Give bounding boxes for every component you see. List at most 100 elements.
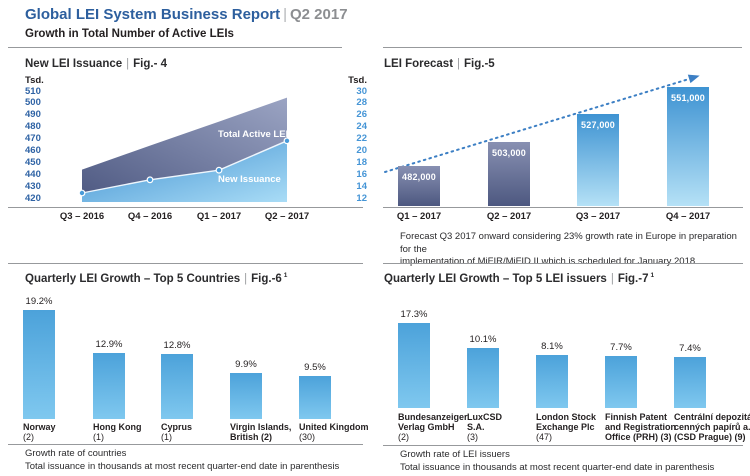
fig4-y-tick-right: 16 — [356, 168, 367, 180]
fig6-title-pipe: | — [244, 272, 248, 285]
fig7-label-divider — [383, 445, 743, 446]
forecast-bar: 503,000 — [488, 141, 530, 206]
fig6-bar — [230, 373, 262, 419]
new-issuance-area — [82, 140, 287, 202]
fig6-value-label: 12.8% — [163, 339, 191, 351]
fig4-y-tick-right: 20 — [356, 145, 367, 156]
fig6-value-label: 19.2% — [25, 296, 53, 307]
fig6-value-label: 12.9% — [95, 338, 123, 350]
fig7-category-label: London Stock Exchange Plc (47) — [536, 412, 628, 442]
data-point-marker — [78, 189, 86, 197]
fig7-category-count: (47) — [536, 432, 553, 442]
fig6-category-count: (1) — [93, 432, 104, 442]
fig7-bar — [605, 356, 637, 408]
fig6-bar — [23, 310, 55, 419]
section-divider-left — [8, 263, 363, 264]
fig4-y-unit-right: Tsd. — [348, 75, 367, 86]
data-point-marker — [146, 176, 154, 184]
fig6-value-label: 9.5% — [304, 362, 326, 373]
header-divider-right — [383, 47, 742, 48]
fig7-fig-label: Fig.-7 — [617, 272, 649, 285]
bar-value-label: 527,000 — [581, 120, 615, 131]
fig5-x-label: Q3 – 2017 — [575, 211, 621, 222]
fig6-bar — [161, 353, 193, 419]
fig7-bar — [398, 323, 430, 408]
fig4-y-tick-left: 420 — [25, 192, 41, 204]
fig6-title-text: Quarterly LEI Growth – Top 5 Countries — [25, 272, 241, 285]
fig4-y-tick-right: 24 — [356, 121, 367, 133]
trend-dotted-line — [384, 78, 690, 173]
fig5-footnote: Forecast Q3 2017 onward considering 23% … — [400, 231, 737, 267]
bar-value-label: 482,000 — [402, 171, 436, 182]
fig7-footnote: Growth rate of LEI issuers Total issuanc… — [400, 449, 715, 473]
fig7-category-name: Finnish Patent and Registration Office (… — [605, 412, 677, 442]
fig4-y-tick-right: 28 — [356, 97, 367, 109]
fig6-footnote: Growth rate of countries Total issuance … — [25, 448, 340, 472]
fig4-y-tick-right: 14 — [356, 180, 367, 192]
fig4-series-new-label: New Issuance — [218, 174, 281, 185]
fig4-y-tick-left: 500 — [25, 97, 41, 109]
fig7-category-name: LuxCSD S.A. — [467, 412, 503, 432]
fig7-bar — [467, 348, 499, 408]
data-point-marker — [283, 137, 291, 145]
fig6-bar — [93, 352, 125, 419]
fig6-category-count: (30) — [299, 432, 316, 442]
fig6-category-name: Norway — [23, 422, 56, 432]
fig5-x-label: Q2 – 2017 — [486, 211, 532, 222]
fig7-category-name: Bundesanzeiger Verlag GmbH — [398, 412, 468, 432]
bar-value-label: 503,000 — [492, 147, 526, 158]
fig5-title-pipe: | — [457, 58, 461, 70]
fig7-bar — [536, 354, 568, 408]
new-issuance-line — [81, 140, 288, 194]
fig6-category-label: Virgin Islands, British (2) — [230, 422, 322, 442]
fig5-title-text: LEI Forecast — [384, 58, 454, 70]
fig7-value-label: 7.4% — [679, 343, 701, 355]
fig6-category-count: (1) — [161, 432, 172, 442]
fig6-category-name: Cyprus — [161, 422, 193, 432]
fig4-x-label: Q1 – 2017 — [196, 211, 242, 222]
fig4-y-tick-left: 510 — [25, 85, 41, 97]
header-divider-left — [8, 47, 342, 48]
fig4-y-tick-right: 22 — [356, 133, 367, 145]
fig6-category-label: Cyprus (1) — [161, 422, 253, 442]
fig7-title: Quarterly LEI Growth – Top 5 LEI issuers… — [384, 272, 654, 285]
fig4-y-tick-right: 18 — [356, 156, 367, 168]
fig6-bar — [299, 376, 331, 419]
fig7-category-label: Bundesanzeiger Verlag GmbH (2) — [398, 412, 490, 442]
fig6-label-divider — [8, 444, 363, 445]
fig6-footnote-marker: 1 — [283, 272, 288, 279]
fig7-value-label: 17.3% — [400, 309, 428, 320]
fig7-category-label: Centrální depozitář cenných papírů a.s. … — [674, 412, 750, 442]
fig7-value-label: 10.1% — [469, 334, 497, 345]
fig4-series-total-label: Total Active LEIs — [218, 129, 294, 140]
title-separator: | — [283, 6, 287, 23]
fig7-value-label: 8.1% — [541, 340, 563, 352]
fig4-title: New LEI Issuance | Fig.- 4 — [25, 58, 167, 70]
fig4-x-label: Q3 – 2016 — [59, 211, 105, 222]
fig4-y-tick-left: 460 — [25, 145, 41, 156]
data-point-marker — [215, 166, 223, 174]
forecast-bar: 527,000 — [577, 114, 619, 206]
page-title: Global LEI System Business Report | Q2 201… — [25, 6, 348, 23]
fig4-y-tick-right: 26 — [356, 109, 367, 121]
bar-value-label: 551,000 — [671, 92, 705, 103]
fig5-title: LEI Forecast | Fig.-5 — [384, 58, 495, 70]
fig4-x-axis-line — [8, 207, 363, 208]
report-period: Q2 2017 — [289, 6, 348, 23]
fig7-title-pipe: | — [610, 272, 614, 285]
fig6-category-label: Hong Kong (1) — [93, 422, 185, 442]
report-title: Global LEI System Business Report — [25, 6, 281, 23]
fig4-title-text: New LEI Issuance — [25, 58, 123, 70]
fig6-title: Quarterly LEI Growth – Top 5 Countries | F… — [25, 272, 287, 285]
forecast-bar: 482,000 — [398, 165, 440, 206]
fig6-category-label: Norway (2) — [23, 422, 115, 442]
fig6-fig-label: Fig.-6 — [251, 272, 282, 285]
fig4-y-unit-left: Tsd. — [25, 75, 44, 86]
fig4-x-label: Q2 – 2017 — [264, 211, 310, 222]
fig7-category-count: (3) — [467, 432, 478, 442]
fig6-value-label: 9.9% — [235, 359, 257, 371]
section-divider-right — [383, 263, 743, 264]
fig4-y-tick-left: 440 — [25, 168, 41, 180]
trend-arrowhead-icon — [687, 74, 700, 84]
fig7-value-label: 7.7% — [610, 342, 632, 354]
